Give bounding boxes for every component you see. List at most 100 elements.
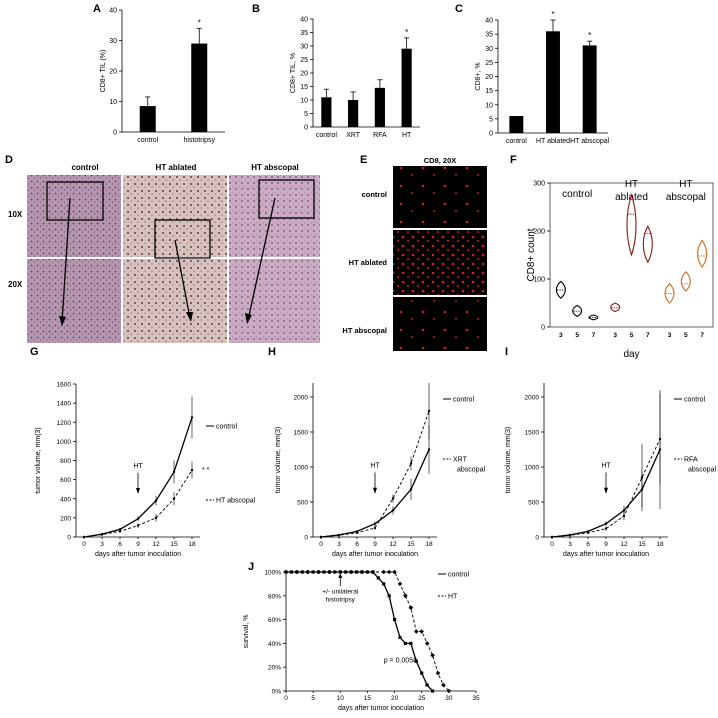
x-tick-label: 7 <box>592 332 596 339</box>
y-tick-label: 1000 <box>57 439 72 446</box>
y-tick-label: 60% <box>268 617 281 624</box>
data-point <box>190 416 194 419</box>
y-tick-label: 500 <box>297 500 308 507</box>
data-point <box>359 569 365 575</box>
x-tick-label: 3 <box>337 541 341 548</box>
legend-label: control <box>216 424 237 431</box>
panel-label-i: I <box>505 346 508 358</box>
panel-label-a: A <box>93 3 101 15</box>
y-tick-label: 1500 <box>525 430 540 437</box>
chart-c: 0 5 10 15 20 25 30 35 40 CD8+, % control * HT ablate… <box>475 10 610 145</box>
fluorescence-ht-abscopal <box>393 297 487 351</box>
x-tick-label: 0 <box>319 541 323 548</box>
data-point <box>550 535 554 539</box>
y-tick-label: 400 <box>60 496 71 503</box>
y-tick-label: 1000 <box>294 465 309 472</box>
data-point <box>586 531 590 534</box>
x-tick-label: 3 <box>100 541 104 548</box>
y-tick-label: 1200 <box>57 420 72 427</box>
data-point <box>373 522 377 525</box>
data-point <box>154 516 158 520</box>
x-tick-label: HT ablated <box>536 138 570 145</box>
data-point <box>414 629 419 634</box>
data-point <box>118 528 122 531</box>
histology-col-control: control <box>71 163 98 172</box>
fluorescence-ht-ablated <box>393 230 487 295</box>
annotation-arrowhead <box>373 487 377 494</box>
zoom-arrowhead-ht-abscopal <box>245 313 252 324</box>
zoom-arrow-control <box>61 197 71 324</box>
chart-g: 0 200 400 600 800 1000 1200 1400 1600 0 3 6 9 12 15 18 t… <box>35 382 256 559</box>
data-point <box>430 653 435 658</box>
x-tick-label: 20 <box>391 695 399 702</box>
data-point <box>344 570 348 574</box>
y-tick-label: 80% <box>268 593 281 600</box>
zoom-box-ht-abscopal <box>258 179 315 219</box>
data-point <box>376 576 380 580</box>
x-tick-label: 18 <box>656 541 664 548</box>
panel-d-histology: control HT ablated HT abscopal 10X 20X <box>8 163 320 343</box>
x-tick-label: 10 <box>337 695 345 702</box>
bar <box>191 43 208 132</box>
data-point <box>338 569 343 575</box>
violin <box>642 225 653 264</box>
y-tick-label: 500 <box>528 500 539 507</box>
y-axis-label: CD8+, % <box>475 62 482 90</box>
significance-marker: * <box>588 31 591 40</box>
data-point <box>658 437 662 441</box>
histology-row-20x: 20X <box>8 280 23 289</box>
panel-label-d: D <box>5 154 13 166</box>
x-tick-label: XRT <box>346 132 361 139</box>
histology-ht-abscopal-10x <box>229 175 320 257</box>
y-tick-label: 10 <box>485 102 493 109</box>
y-tick-label: 1600 <box>57 382 72 389</box>
fluorescence-title: CD8, 20X <box>424 156 457 165</box>
legend-label: XRT <box>453 457 468 464</box>
x-tick-label: 3 <box>668 332 672 339</box>
x-tick-label: HT <box>402 132 412 139</box>
data-point <box>409 488 413 491</box>
y-tick-label: 200 <box>60 515 71 522</box>
group-title: HT <box>679 179 692 190</box>
y-tick-label: 0 <box>113 130 117 137</box>
y-tick-label: 0 <box>304 125 308 132</box>
panel-label-g: G <box>30 346 39 358</box>
data-point <box>100 533 104 536</box>
data-point <box>355 531 359 534</box>
y-tick-label: 10 <box>109 99 117 106</box>
violin <box>664 283 675 304</box>
y-tick-label: 15 <box>485 88 493 95</box>
data-point <box>305 569 310 575</box>
data-point <box>427 448 431 451</box>
y-axis-label: tumor volume, mm(3) <box>505 427 512 494</box>
histology-row-10x: 10X <box>8 210 23 219</box>
data-point <box>319 535 323 539</box>
data-point <box>381 569 386 575</box>
data-point <box>172 470 176 474</box>
p-value: p = 0.0058 <box>384 657 417 664</box>
group-title: ablated <box>615 192 648 203</box>
data-point <box>391 509 395 512</box>
x-tick-label: RFA <box>373 132 387 139</box>
data-point <box>397 581 403 587</box>
x-tick-label: 35 <box>472 695 480 702</box>
x-tick-label: 15 <box>638 541 646 548</box>
chart-j: 0% 20% 40% 60% 80% 100% 0 5 10 15 20 25 30 35 survival… <box>243 570 480 713</box>
x-tick-label: 7 <box>700 332 704 339</box>
histology-ht-ablated-10x <box>123 175 227 257</box>
fluorescence-row-ht-ablated: HT ablated <box>349 258 388 267</box>
annotation-arrowhead <box>604 487 608 494</box>
data-point <box>414 659 418 663</box>
x-tick-label: 30 <box>445 695 453 702</box>
bar <box>321 97 332 127</box>
y-tick-label: 5 <box>304 111 308 118</box>
data-point <box>348 569 354 575</box>
x-axis-label: days after tumor inoculation <box>338 705 424 712</box>
y-tick-label: 1400 <box>57 401 72 408</box>
data-point <box>333 570 337 574</box>
x-tick-label: 18 <box>425 541 433 548</box>
significance-marker: * <box>198 18 201 27</box>
bar <box>401 48 412 128</box>
y-tick-label: 30 <box>485 46 493 53</box>
data-point <box>172 497 176 500</box>
